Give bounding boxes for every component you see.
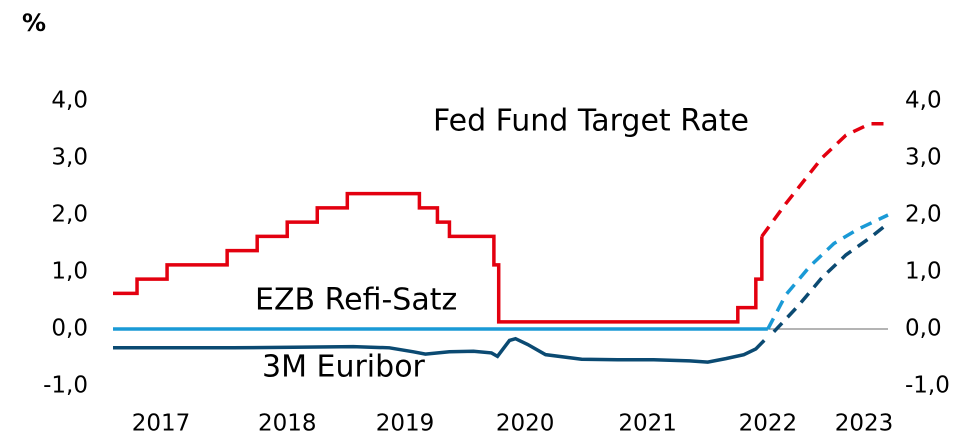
line <box>113 336 766 364</box>
y-tick-label: 0,0 <box>51 316 88 342</box>
series-label: EZB Refi-Satz <box>255 283 457 318</box>
y-tick-label: -1,0 <box>43 373 88 399</box>
y-tick-label: 3,0 <box>51 145 88 171</box>
y2-tick-label: 3,0 <box>905 145 942 171</box>
y2-tick-label: -1,0 <box>905 373 950 399</box>
x-tick-label: 2021 <box>618 411 677 437</box>
x-tick-label: 2022 <box>739 411 798 437</box>
x-tick-label: 2018 <box>258 411 317 437</box>
x-tick-label: 2023 <box>835 411 894 437</box>
line <box>113 191 764 324</box>
y2-tick-label: 2,0 <box>905 202 942 228</box>
x-tick-label: 2020 <box>496 411 555 437</box>
forecast-line <box>772 222 890 334</box>
forecast-line <box>766 213 889 330</box>
x-tick-label: 2017 <box>132 411 191 437</box>
series-label: Fed Fund Target Rate <box>433 104 749 139</box>
y-tick-label: 1,0 <box>51 259 88 285</box>
y-tick-label: 4,0 <box>51 88 88 114</box>
x-tick-label: 2019 <box>376 411 435 437</box>
forecast-line <box>760 122 888 238</box>
y2-tick-label: 4,0 <box>905 88 942 114</box>
y-axis-label: % <box>22 9 46 37</box>
y2-tick-label: 0,0 <box>905 316 942 342</box>
y2-tick-label: 1,0 <box>905 259 942 285</box>
y-tick-label: 2,0 <box>51 202 88 228</box>
series-label: 3M Euribor <box>262 350 426 385</box>
